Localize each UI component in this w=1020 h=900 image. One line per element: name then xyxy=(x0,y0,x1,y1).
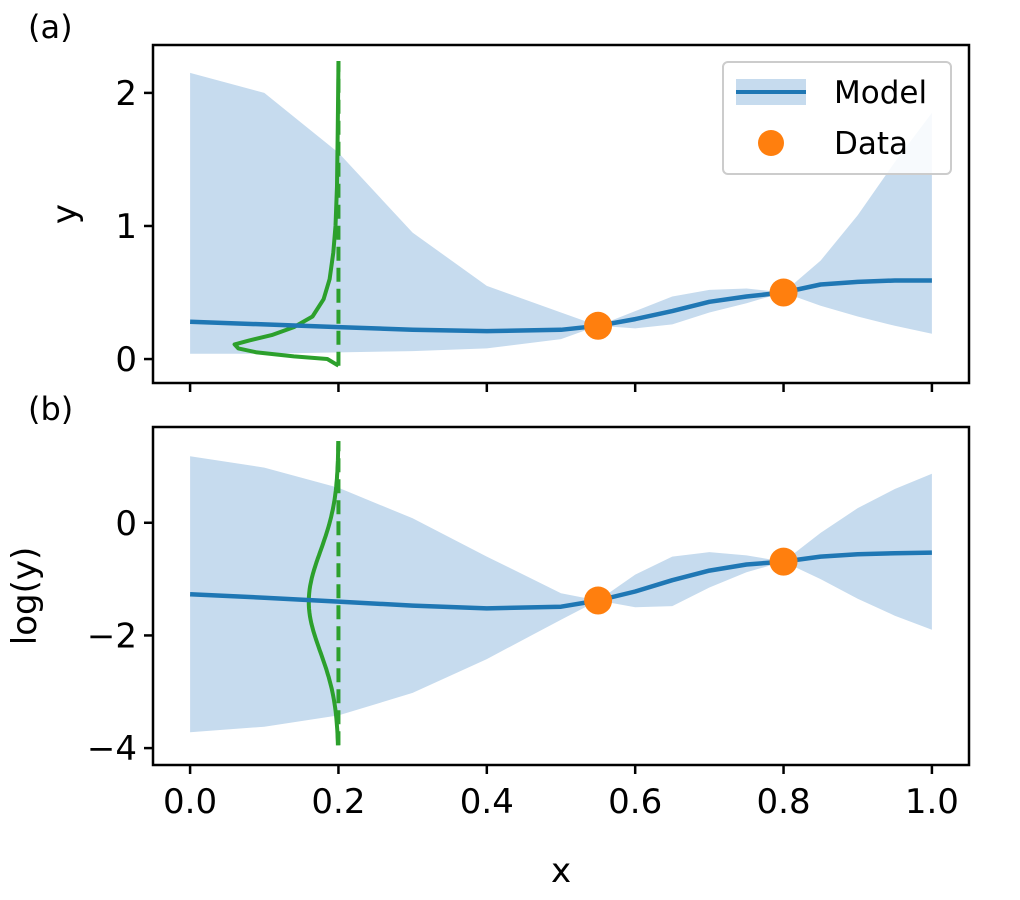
panel-b-x-tick-label: 0.4 xyxy=(460,782,514,822)
panel-b-y-axis: 0 −2 −4 xyxy=(87,504,153,769)
panel-b-data-point xyxy=(584,586,613,615)
panel-b-x-tick-label: 1.0 xyxy=(905,782,959,822)
panel-a-uncertainty-band xyxy=(190,72,932,354)
panel-a-y-tick-label: 0 xyxy=(115,340,137,380)
panel-b-uncertainty-band xyxy=(190,456,932,733)
panel-a-frame xyxy=(151,43,971,385)
panel-b-label: (b) xyxy=(28,390,73,428)
panel-b-density-group xyxy=(306,441,341,746)
legend: Model Data xyxy=(722,61,952,175)
panel-a-mean-line-group xyxy=(190,278,932,334)
legend-data-marker xyxy=(758,130,784,156)
panel-b-mean-line xyxy=(189,550,932,611)
panel-b-y-axis-label-text: log(y) xyxy=(5,547,45,645)
panel-b-y-tick-label: −4 xyxy=(87,729,137,769)
panel-a-y-axis-label: y xyxy=(45,204,85,224)
panel-a-data-points xyxy=(584,278,798,340)
panel-a-data-point xyxy=(769,278,798,307)
panel-a-chart: (a) 0 1 2 y Model Data xyxy=(28,8,971,392)
panel-b-data-point xyxy=(769,547,798,576)
panel-b-x-tick-label: 0.6 xyxy=(608,782,662,822)
panel-a-x-axis xyxy=(188,383,934,392)
panel-b-y-tick-label: −2 xyxy=(87,616,137,656)
panel-a-y-tick-label: 1 xyxy=(115,207,137,247)
panel-a-y-axis: 0 1 2 xyxy=(115,74,153,380)
panel-b-frame xyxy=(151,425,971,767)
panel-b-mean-line-group xyxy=(189,550,932,611)
panel-b-x-tick-label: 0.8 xyxy=(757,782,811,822)
panel-b-y-axis-label: log(y) xyxy=(5,547,45,645)
panel-b-data-points xyxy=(584,547,798,615)
panel-b-x-tick-label: 0.2 xyxy=(311,782,365,822)
panel-b-y-tick-label: 0 xyxy=(115,504,137,544)
x-axis-label: x xyxy=(551,851,571,891)
panel-a-mean-line xyxy=(190,278,932,334)
panel-b-x-axis: 0.0 0.2 0.4 0.6 0.8 1.0 xyxy=(163,765,959,822)
panel-a-band-area xyxy=(190,72,932,354)
panel-b-density-curve xyxy=(306,441,341,746)
panel-a-data-point xyxy=(584,311,613,340)
panel-a-y-tick-label: 2 xyxy=(115,74,137,114)
panel-b-chart: (b) 0 −2 −4 0.0 0.2 0.4 0.6 0.8 1.0 log(y) x xyxy=(5,390,971,891)
legend-data-label: Data xyxy=(834,126,908,162)
panel-b-x-tick-label: 0.0 xyxy=(163,782,217,822)
panel-b-band-area xyxy=(190,456,932,733)
panel-a-label: (a) xyxy=(28,8,73,46)
legend-model-label: Model xyxy=(834,75,927,111)
